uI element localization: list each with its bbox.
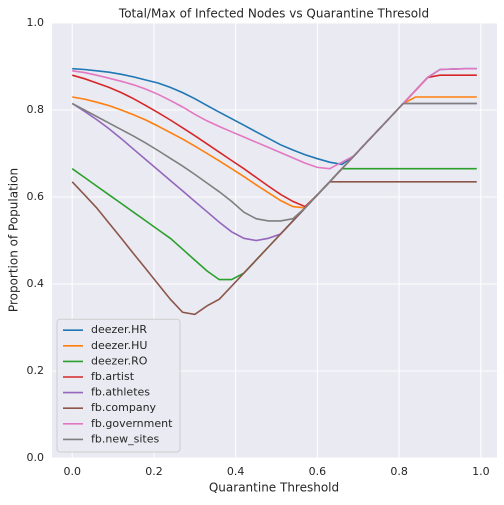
- y-tick-label: 1.0: [27, 16, 45, 29]
- legend-box: [56, 318, 181, 453]
- series-line: [71, 102, 477, 222]
- legend-label: deezer.RO: [91, 354, 148, 367]
- series-line: [71, 181, 477, 316]
- chart-title: Total/Max of Infected Nodes vs Quarantin…: [118, 7, 429, 21]
- x-axis-label: Quarantine Threshold: [209, 481, 339, 495]
- legend-label: fb.government: [91, 417, 173, 430]
- legend-label: fb.artist: [91, 370, 135, 383]
- legend-label: fb.new_sites: [91, 432, 159, 445]
- series-line: [72, 67, 477, 170]
- legend-label: deezer.HR: [91, 323, 147, 336]
- x-tick-label: 0.4: [227, 465, 245, 478]
- y-tick-label: 0.0: [27, 451, 45, 464]
- x-tick-label: 0.8: [390, 465, 408, 478]
- y-tick-label: 0.6: [27, 190, 45, 203]
- series-line: [72, 96, 477, 209]
- legend-label: fb.company: [91, 401, 157, 414]
- y-tick-label: 0.4: [27, 277, 45, 290]
- legend-label: deezer.HU: [91, 339, 147, 352]
- x-tick-label: 0.2: [145, 465, 163, 478]
- x-tick-label: 0.0: [63, 465, 81, 478]
- y-tick-label: 0.8: [27, 103, 45, 116]
- x-tick-label: 0.6: [309, 465, 327, 478]
- legend-label: fb.athletes: [91, 386, 150, 399]
- x-tick-label: 1.0: [472, 465, 490, 478]
- y-axis-label: Proportion of Population: [7, 168, 21, 312]
- y-tick-label: 0.2: [27, 364, 45, 377]
